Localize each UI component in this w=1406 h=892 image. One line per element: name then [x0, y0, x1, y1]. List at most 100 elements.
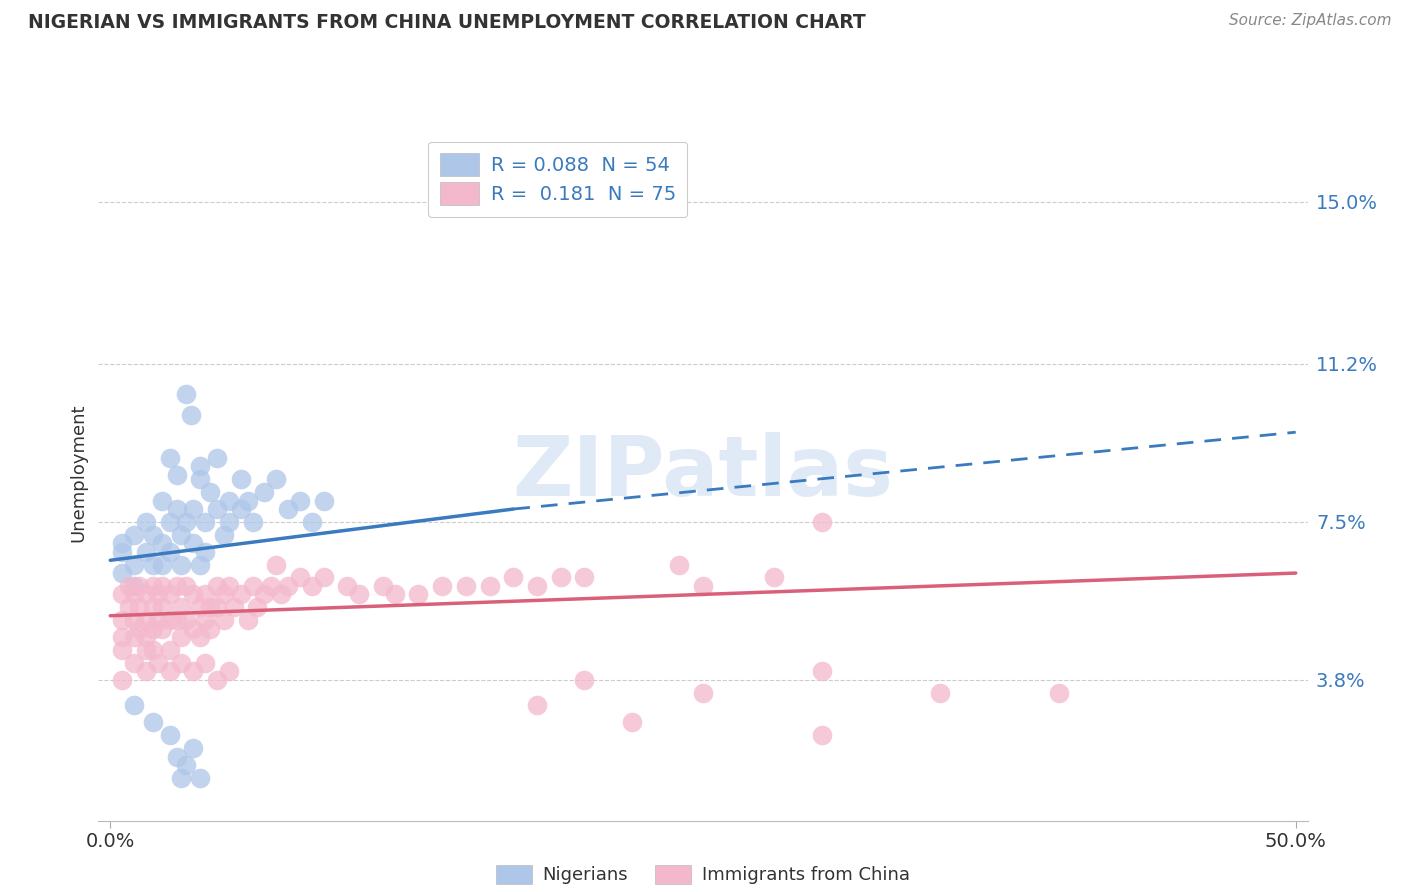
Point	[929, 685, 952, 699]
Point	[174, 515, 197, 529]
Point	[118, 579, 141, 593]
Point	[146, 587, 169, 601]
Point	[526, 698, 548, 713]
Point	[111, 613, 134, 627]
Point	[810, 665, 832, 679]
Point	[205, 579, 228, 593]
Point	[229, 472, 252, 486]
Point	[135, 613, 157, 627]
Point	[668, 558, 690, 572]
Point	[288, 570, 311, 584]
Point	[288, 493, 311, 508]
Point	[550, 570, 572, 584]
Point	[122, 587, 145, 601]
Point	[454, 579, 477, 593]
Point	[181, 502, 204, 516]
Point	[181, 665, 204, 679]
Point	[159, 515, 181, 529]
Point	[229, 502, 252, 516]
Point	[692, 579, 714, 593]
Point	[190, 771, 212, 785]
Point	[142, 600, 165, 615]
Point	[301, 515, 323, 529]
Point	[152, 536, 174, 550]
Point	[190, 600, 212, 615]
Point	[236, 493, 259, 508]
Point	[166, 749, 188, 764]
Point	[692, 685, 714, 699]
Point	[166, 579, 188, 593]
Point	[174, 386, 197, 401]
Point	[205, 600, 228, 615]
Point	[194, 515, 217, 529]
Point	[152, 558, 174, 572]
Point	[371, 579, 394, 593]
Point	[111, 536, 134, 550]
Point	[810, 728, 832, 742]
Point	[122, 656, 145, 670]
Point	[198, 622, 221, 636]
Y-axis label: Unemployment: Unemployment	[69, 403, 87, 542]
Point	[174, 579, 197, 593]
Point	[260, 579, 283, 593]
Point	[111, 673, 134, 687]
Point	[502, 570, 524, 584]
Point	[142, 527, 165, 541]
Point	[166, 467, 188, 482]
Point	[170, 527, 193, 541]
Point	[135, 665, 157, 679]
Point	[135, 545, 157, 559]
Point	[142, 558, 165, 572]
Point	[218, 579, 240, 593]
Point	[205, 502, 228, 516]
Point	[170, 771, 193, 785]
Point	[526, 579, 548, 593]
Point	[174, 758, 197, 772]
Point	[312, 570, 335, 584]
Point	[384, 587, 406, 601]
Point	[270, 587, 292, 601]
Text: NIGERIAN VS IMMIGRANTS FROM CHINA UNEMPLOYMENT CORRELATION CHART: NIGERIAN VS IMMIGRANTS FROM CHINA UNEMPL…	[28, 13, 866, 32]
Point	[128, 579, 150, 593]
Point	[152, 622, 174, 636]
Point	[128, 600, 150, 615]
Point	[478, 579, 501, 593]
Point	[159, 643, 181, 657]
Point	[198, 600, 221, 615]
Point	[152, 600, 174, 615]
Point	[122, 698, 145, 713]
Point	[1047, 685, 1070, 699]
Point	[142, 579, 165, 593]
Point	[111, 630, 134, 644]
Point	[181, 622, 204, 636]
Point	[242, 579, 264, 593]
Point	[181, 587, 204, 601]
Point	[205, 673, 228, 687]
Point	[229, 587, 252, 601]
Point	[236, 613, 259, 627]
Point	[142, 715, 165, 730]
Point	[205, 450, 228, 465]
Point	[190, 472, 212, 486]
Point	[190, 558, 212, 572]
Point	[111, 545, 134, 559]
Text: ZIPatlas: ZIPatlas	[513, 433, 893, 513]
Point	[212, 587, 235, 601]
Point	[122, 613, 145, 627]
Point	[170, 656, 193, 670]
Point	[111, 566, 134, 580]
Point	[159, 613, 181, 627]
Point	[170, 558, 193, 572]
Point	[253, 587, 276, 601]
Point	[118, 600, 141, 615]
Point	[408, 587, 430, 601]
Point	[170, 600, 193, 615]
Point	[336, 579, 359, 593]
Legend: Nigerians, Immigrants from China: Nigerians, Immigrants from China	[488, 858, 918, 892]
Point	[218, 493, 240, 508]
Point	[122, 630, 145, 644]
Point	[347, 587, 370, 601]
Point	[242, 515, 264, 529]
Point	[135, 643, 157, 657]
Point	[152, 493, 174, 508]
